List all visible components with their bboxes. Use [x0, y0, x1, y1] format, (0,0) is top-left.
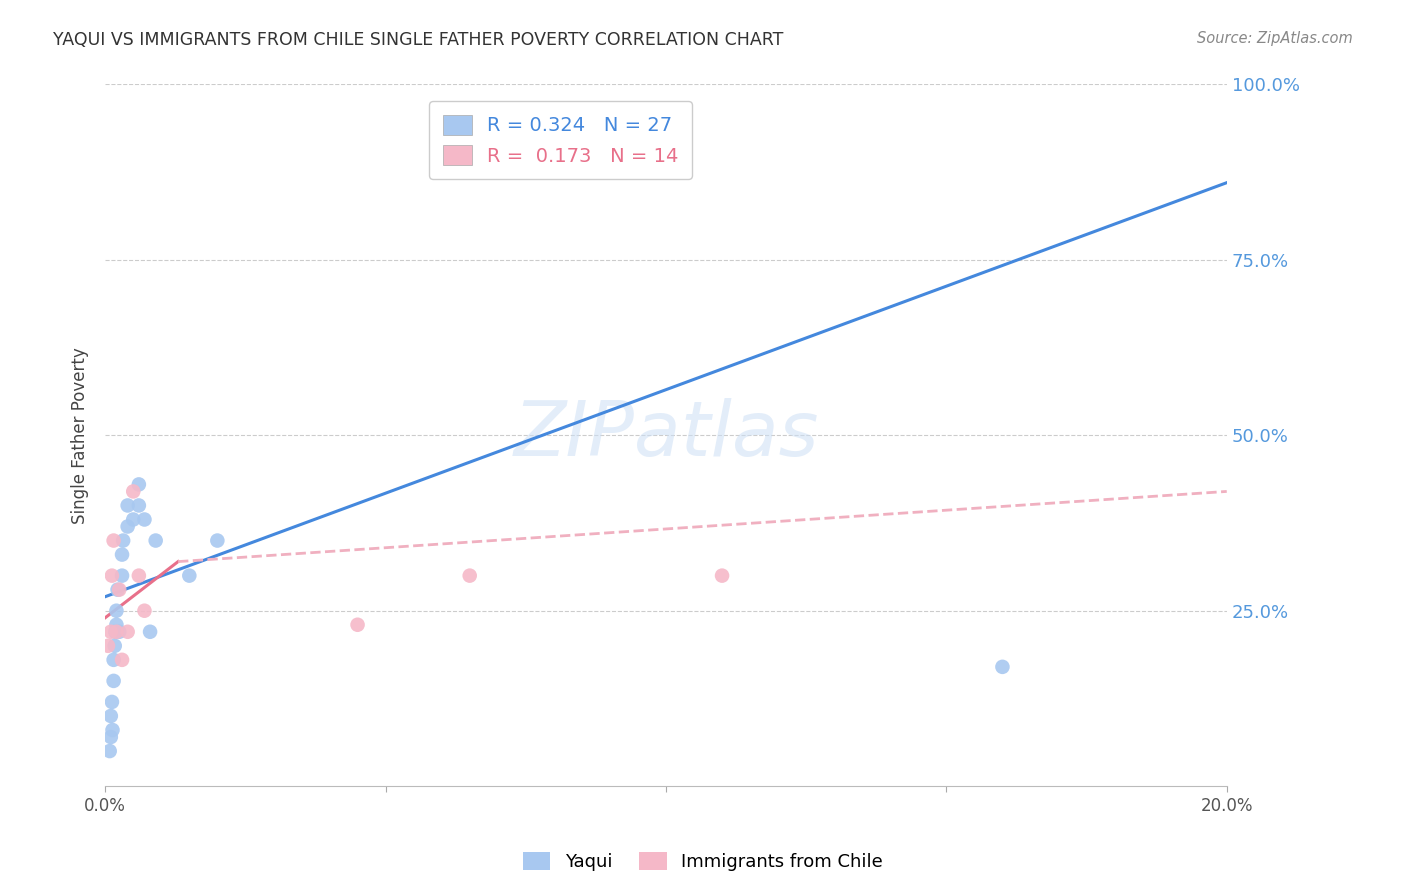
Point	[117, 499, 139, 513]
Point	[207, 533, 229, 548]
Point	[112, 533, 135, 548]
Text: YAQUI VS IMMIGRANTS FROM CHILE SINGLE FATHER POVERTY CORRELATION CHART: YAQUI VS IMMIGRANTS FROM CHILE SINGLE FA…	[53, 31, 783, 49]
Point	[103, 673, 125, 688]
Point	[104, 624, 127, 639]
Point	[98, 744, 121, 758]
Point	[101, 695, 124, 709]
Point	[134, 512, 156, 526]
Point	[100, 730, 122, 744]
Point	[103, 653, 125, 667]
Y-axis label: Single Father Poverty: Single Father Poverty	[72, 347, 89, 524]
Point	[101, 568, 124, 582]
Point	[145, 533, 167, 548]
Point	[100, 709, 122, 723]
Point	[97, 639, 120, 653]
Point	[179, 568, 201, 582]
Point	[103, 533, 125, 548]
Point	[111, 548, 134, 562]
Point	[139, 624, 162, 639]
Point	[134, 604, 156, 618]
Point	[108, 624, 131, 639]
Point	[117, 624, 139, 639]
Point	[111, 568, 134, 582]
Point	[101, 723, 124, 737]
Point	[122, 484, 145, 499]
Legend: R = 0.324   N = 27, R =  0.173   N = 14: R = 0.324 N = 27, R = 0.173 N = 14	[429, 101, 692, 179]
Point	[991, 660, 1014, 674]
Point	[105, 617, 128, 632]
Point	[104, 639, 127, 653]
Text: Source: ZipAtlas.com: Source: ZipAtlas.com	[1197, 31, 1353, 46]
Point	[346, 617, 368, 632]
Point	[128, 568, 150, 582]
Point	[711, 568, 734, 582]
Point	[105, 624, 128, 639]
Point	[100, 624, 122, 639]
Point	[117, 519, 139, 533]
Point	[128, 477, 150, 491]
Point	[128, 499, 150, 513]
Point	[122, 512, 145, 526]
Legend: Yaqui, Immigrants from Chile: Yaqui, Immigrants from Chile	[516, 846, 890, 879]
Point	[107, 582, 129, 597]
Point	[105, 604, 128, 618]
Point	[111, 653, 134, 667]
Text: ZIPatlas: ZIPatlas	[513, 399, 818, 472]
Point	[458, 568, 481, 582]
Point	[108, 582, 131, 597]
